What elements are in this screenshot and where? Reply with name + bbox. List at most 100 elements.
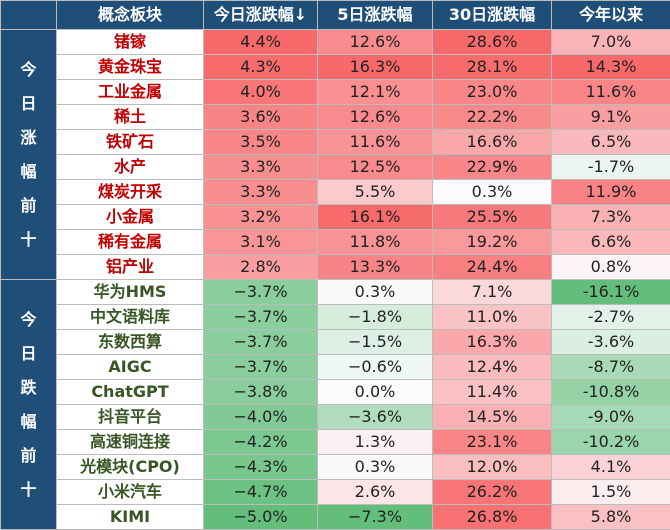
value-cell: −3.7%	[204, 355, 318, 380]
sector-name-cell: 抖音平台	[57, 405, 204, 430]
value-cell: 5.5%	[318, 180, 433, 205]
value-cell: 11.4%	[433, 380, 552, 405]
value-cell: -8.7%	[552, 355, 670, 380]
value-cell: 26.8%	[433, 505, 552, 530]
value-cell: -1.7%	[552, 155, 670, 180]
sector-name-cell: KIMI	[57, 505, 204, 530]
column-header-30day[interactable]: 30日涨跌幅	[433, 1, 552, 30]
column-header-5day[interactable]: 5日涨跌幅	[318, 1, 433, 30]
value-cell: 11.9%	[552, 180, 670, 205]
group-label-text: 今日跌幅前十	[20, 303, 38, 507]
table-row: AIGC−3.7%−0.6%12.4%-8.7%	[1, 355, 670, 380]
table-row: 光模块(CPO)−4.3%0.3%12.0%4.1%	[1, 455, 670, 480]
value-cell: 9.1%	[552, 105, 670, 130]
sector-name-cell: 东数西算	[57, 330, 204, 355]
value-cell: 22.9%	[433, 155, 552, 180]
value-cell: −3.7%	[204, 280, 318, 305]
value-cell: 16.1%	[318, 205, 433, 230]
value-cell: 6.6%	[552, 230, 670, 255]
value-cell: 3.2%	[204, 205, 318, 230]
value-cell: 24.4%	[433, 255, 552, 280]
sector-name-cell: 黄金珠宝	[57, 55, 204, 80]
sector-name-cell: 中文语料库	[57, 305, 204, 330]
sector-name-cell: 铝产业	[57, 255, 204, 280]
value-cell: 28.1%	[433, 55, 552, 80]
value-cell: −3.7%	[204, 330, 318, 355]
column-header-ytd[interactable]: 今年以来	[552, 1, 670, 30]
sector-name-cell: 光模块(CPO)	[57, 455, 204, 480]
value-cell: 7.0%	[552, 30, 670, 55]
value-cell: -10.2%	[552, 430, 670, 455]
value-cell: 0.3%	[433, 180, 552, 205]
value-cell: −1.5%	[318, 330, 433, 355]
value-cell: 11.6%	[318, 130, 433, 155]
table-row: 小米汽车−4.7%2.6%26.2%1.5%	[1, 480, 670, 505]
table-row: KIMI−5.0%−7.3%26.8%5.8%	[1, 505, 670, 530]
value-cell: 4.1%	[552, 455, 670, 480]
group-label-losers: 今日跌幅前十	[1, 280, 57, 530]
value-cell: 3.3%	[204, 155, 318, 180]
value-cell: −4.3%	[204, 455, 318, 480]
value-cell: −4.7%	[204, 480, 318, 505]
sector-name-cell: 铁矿石	[57, 130, 204, 155]
value-cell: 5.8%	[552, 505, 670, 530]
value-cell: 0.8%	[552, 255, 670, 280]
value-cell: 12.4%	[433, 355, 552, 380]
value-cell: −1.8%	[318, 305, 433, 330]
value-cell: 3.1%	[204, 230, 318, 255]
table-row: 高速铜连接−4.2%1.3%23.1%-10.2%	[1, 430, 670, 455]
sector-name-cell: 华为HMS	[57, 280, 204, 305]
value-cell: 0.3%	[318, 455, 433, 480]
column-header-today[interactable]: 今日涨跌幅↓	[204, 1, 318, 30]
table-row: ChatGPT−3.8%0.0%11.4%-10.8%	[1, 380, 670, 405]
header-corner	[1, 1, 57, 30]
table-row: 抖音平台−4.0%−3.6%14.5%-9.0%	[1, 405, 670, 430]
sector-name-cell: 稀有金属	[57, 230, 204, 255]
value-cell: −4.2%	[204, 430, 318, 455]
sector-name-cell: AIGC	[57, 355, 204, 380]
value-cell: 3.3%	[204, 180, 318, 205]
table-row: 今日跌幅前十华为HMS−3.7%0.3%7.1%-16.1%	[1, 280, 670, 305]
value-cell: 2.8%	[204, 255, 318, 280]
value-cell: 1.5%	[552, 480, 670, 505]
value-cell: 0.3%	[318, 280, 433, 305]
table-row: 东数西算−3.7%−1.5%16.3%-3.6%	[1, 330, 670, 355]
value-cell: 7.3%	[552, 205, 670, 230]
value-cell: -10.8%	[552, 380, 670, 405]
value-cell: 3.5%	[204, 130, 318, 155]
value-cell: 28.6%	[433, 30, 552, 55]
value-cell: 2.6%	[318, 480, 433, 505]
value-cell: 4.4%	[204, 30, 318, 55]
value-cell: −4.0%	[204, 405, 318, 430]
value-cell: 4.0%	[204, 80, 318, 105]
value-cell: 26.2%	[433, 480, 552, 505]
value-cell: 3.6%	[204, 105, 318, 130]
value-cell: −3.6%	[318, 405, 433, 430]
value-cell: 25.5%	[433, 205, 552, 230]
sector-name-cell: 锗镓	[57, 30, 204, 55]
value-cell: -3.6%	[552, 330, 670, 355]
value-cell: 22.2%	[433, 105, 552, 130]
value-cell: 0.0%	[318, 380, 433, 405]
sector-name-cell: 小金属	[57, 205, 204, 230]
value-cell: 23.1%	[433, 430, 552, 455]
value-cell: 12.6%	[318, 30, 433, 55]
value-cell: 12.6%	[318, 105, 433, 130]
value-cell: −0.6%	[318, 355, 433, 380]
sector-name-cell: 水产	[57, 155, 204, 180]
sector-name-cell: 高速铜连接	[57, 430, 204, 455]
value-cell: 16.3%	[318, 55, 433, 80]
value-cell: 11.6%	[552, 80, 670, 105]
value-cell: 12.1%	[318, 80, 433, 105]
value-cell: −3.7%	[204, 305, 318, 330]
value-cell: 14.3%	[552, 55, 670, 80]
